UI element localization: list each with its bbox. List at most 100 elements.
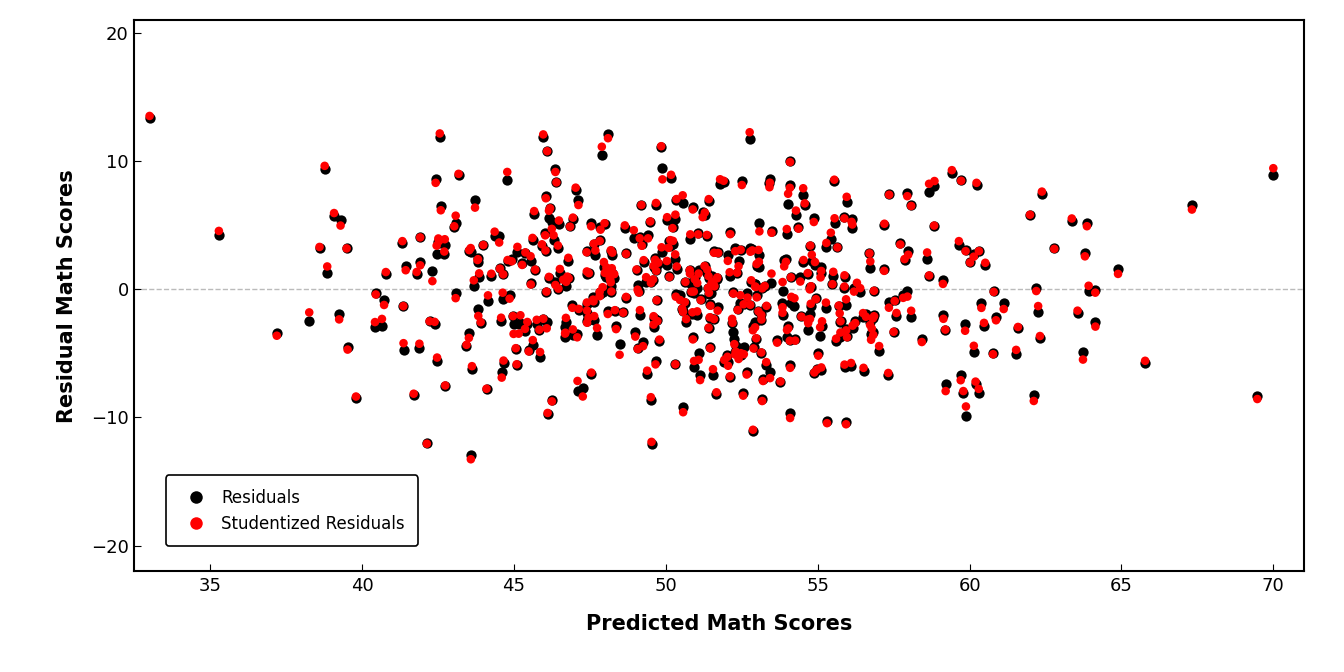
Point <box>581 218 602 228</box>
Point <box>640 278 661 288</box>
Point <box>716 351 738 362</box>
Point <box>1078 286 1099 297</box>
Point <box>699 288 720 299</box>
Point <box>698 323 719 333</box>
Point <box>780 272 801 283</box>
Point <box>773 255 794 265</box>
Point <box>491 372 512 383</box>
Point <box>583 296 605 307</box>
Point <box>409 339 430 349</box>
Point <box>516 317 538 327</box>
Point <box>366 289 387 300</box>
Point <box>960 257 981 267</box>
Point <box>761 226 782 237</box>
Point <box>1023 396 1044 407</box>
Point <box>773 261 794 271</box>
Point <box>476 384 497 394</box>
Point <box>375 267 396 278</box>
Point <box>337 344 359 355</box>
Point <box>900 305 922 316</box>
Y-axis label: Residual Math Scores: Residual Math Scores <box>56 169 77 423</box>
Point <box>823 270 844 281</box>
Point <box>417 438 438 449</box>
Point <box>841 321 863 331</box>
Point <box>777 198 798 209</box>
Point <box>458 245 480 255</box>
Point <box>577 268 598 279</box>
Point <box>751 283 773 294</box>
Point <box>599 245 621 256</box>
Point <box>934 324 956 335</box>
Point <box>878 302 899 313</box>
Point <box>266 328 288 339</box>
Point <box>650 141 672 152</box>
Point <box>759 178 781 189</box>
Point <box>577 266 598 277</box>
Point <box>591 141 613 152</box>
Point <box>862 323 883 334</box>
Point <box>633 341 655 351</box>
Point <box>665 209 687 220</box>
Point <box>878 370 899 380</box>
Point <box>637 229 659 240</box>
Point <box>523 206 544 216</box>
Point <box>444 222 465 233</box>
Point <box>829 327 851 338</box>
Point <box>805 292 827 303</box>
Point <box>567 386 589 396</box>
Point <box>860 328 882 339</box>
Point <box>836 332 857 343</box>
Point <box>770 377 792 388</box>
Point <box>1247 394 1269 405</box>
Point <box>567 200 589 210</box>
Point <box>828 300 849 311</box>
Point <box>429 236 450 247</box>
Point <box>699 288 720 298</box>
Point <box>366 288 387 299</box>
Point <box>642 262 664 273</box>
Point <box>728 353 750 364</box>
Point <box>911 337 933 347</box>
Point <box>684 274 706 285</box>
Point <box>766 337 788 348</box>
Point <box>700 287 722 298</box>
Point <box>800 298 821 309</box>
Point <box>706 387 727 398</box>
Point <box>493 355 515 366</box>
Point <box>1067 307 1089 318</box>
Point <box>968 246 989 257</box>
Point <box>745 279 766 290</box>
Point <box>797 311 818 322</box>
Point <box>656 215 677 226</box>
Point <box>429 132 450 142</box>
Point <box>642 274 664 285</box>
Point <box>665 214 687 224</box>
Point <box>828 300 849 311</box>
Point <box>573 383 594 394</box>
Point <box>581 367 602 378</box>
Point <box>603 269 625 280</box>
Point <box>862 313 883 324</box>
Point <box>829 331 851 342</box>
Point <box>336 243 358 254</box>
Point <box>528 325 550 335</box>
Point <box>732 349 754 360</box>
Point <box>429 128 450 139</box>
Point <box>659 271 680 282</box>
Point <box>481 268 503 279</box>
Point <box>918 270 939 281</box>
Point <box>392 300 414 311</box>
Point <box>761 278 782 288</box>
Point <box>703 280 724 290</box>
Point <box>784 300 805 311</box>
Point <box>950 375 972 386</box>
Point <box>520 278 542 289</box>
Point <box>626 343 648 354</box>
Point <box>692 212 714 222</box>
Point <box>626 280 648 290</box>
Point <box>892 290 914 300</box>
Point <box>775 224 797 235</box>
Point <box>825 336 847 347</box>
Point <box>640 216 661 227</box>
Point <box>816 297 837 308</box>
